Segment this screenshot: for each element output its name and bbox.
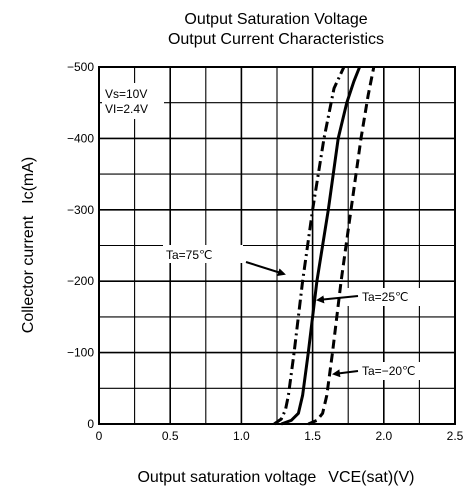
conditions-box bbox=[102, 83, 164, 119]
x-tick-label: 1.0 bbox=[233, 429, 250, 443]
x-axis-symbol: VCE(sat)(V) bbox=[328, 469, 414, 486]
y-tick-labels: 0 −100 −200 −300 −400 −500 bbox=[67, 60, 94, 431]
label-bg-25 bbox=[344, 288, 426, 306]
plot-frame bbox=[98, 66, 456, 425]
x-tick-label: 0.5 bbox=[162, 429, 179, 443]
series-label-ta-m20: Ta=−20℃ bbox=[362, 364, 416, 378]
x-tick-label: 1.5 bbox=[304, 429, 321, 443]
condition-vi: VI=2.4V bbox=[105, 102, 148, 116]
y-tick-label: −300 bbox=[67, 203, 94, 217]
x-tick-label: 0 bbox=[96, 429, 103, 443]
arrow-ta-m20 bbox=[332, 369, 359, 378]
y-tick-label: 0 bbox=[87, 417, 94, 431]
series-lines bbox=[273, 66, 376, 426]
y-tick-label: −100 bbox=[67, 346, 94, 360]
series-line-2 bbox=[307, 66, 376, 426]
condition-vs: Vs=10V bbox=[105, 87, 147, 101]
x-tick-label: 2.5 bbox=[447, 429, 464, 443]
y-tick-label: −200 bbox=[67, 274, 94, 288]
x-tick-labels: 0 0.5 1.0 1.5 2.0 2.5 bbox=[96, 429, 464, 443]
x-axis-label: Output saturation voltage VCE(sat)(V) bbox=[137, 469, 414, 486]
y-tick-label: −500 bbox=[67, 60, 94, 74]
chart-title-line-1: Output Saturation Voltage bbox=[184, 11, 367, 28]
chart-title-line-2: Output Current Characteristics bbox=[168, 31, 384, 48]
arrow-ta-25 bbox=[316, 295, 359, 304]
y-axis-symbol: Ic(mA) bbox=[20, 157, 37, 204]
series-label-ta-75: Ta=75℃ bbox=[166, 248, 213, 262]
label-bg-75 bbox=[163, 245, 243, 263]
y-tick-label: −400 bbox=[67, 131, 94, 145]
label-bg-m20 bbox=[350, 362, 430, 380]
x-axis-label-text: Output saturation voltage bbox=[137, 469, 316, 486]
arrow-ta-75 bbox=[245, 261, 286, 277]
x-tick-label: 2.0 bbox=[375, 429, 392, 443]
series-line-1 bbox=[280, 66, 361, 426]
series-label-ta-25: Ta=25℃ bbox=[362, 290, 409, 304]
y-axis-label: Collector current Ic(mA) bbox=[20, 157, 37, 333]
y-axis-label-text: Collector current bbox=[20, 215, 37, 333]
